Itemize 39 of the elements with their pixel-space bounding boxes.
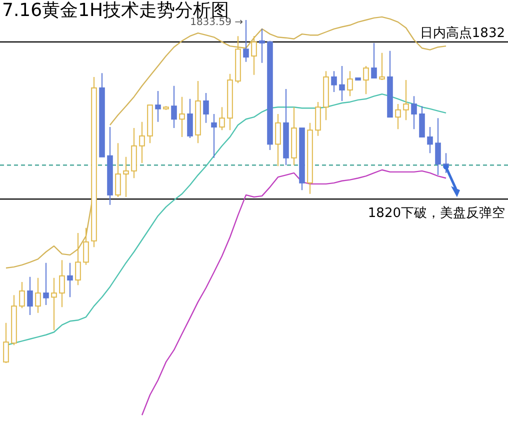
candlestick xyxy=(251,36,257,76)
candlestick xyxy=(67,262,73,298)
candlestick xyxy=(139,121,145,164)
candlestick xyxy=(75,232,81,286)
candlestick xyxy=(19,282,25,309)
candlestick xyxy=(435,118,441,176)
candlestick xyxy=(371,42,377,78)
candlestick xyxy=(59,260,65,308)
candlestick xyxy=(363,65,369,95)
candlestick xyxy=(83,227,89,266)
candlestick xyxy=(339,65,345,102)
candlestick xyxy=(403,80,409,121)
candlestick xyxy=(123,156,129,198)
ref-line-label: 日内高点1832 xyxy=(420,24,505,41)
candlestick xyxy=(411,96,417,130)
candlestick xyxy=(203,92,209,124)
candlestick xyxy=(419,106,425,138)
candlestick xyxy=(171,85,177,129)
candlestick xyxy=(3,322,9,364)
candlestick xyxy=(27,276,33,316)
candlestick xyxy=(51,277,57,331)
candlestick xyxy=(187,98,193,138)
candlestick xyxy=(395,104,401,130)
candlestick xyxy=(379,52,385,81)
candlestick xyxy=(179,96,185,138)
candlestick xyxy=(115,142,121,198)
candlestick xyxy=(347,70,353,97)
candlestick xyxy=(331,70,337,93)
candlestick xyxy=(219,106,225,131)
candlestick xyxy=(155,90,161,122)
candlestick xyxy=(275,113,281,167)
candlestick xyxy=(259,28,265,64)
ref-line-label: 1820下破，美盘反弹空 xyxy=(368,205,505,222)
candlestick xyxy=(427,126,433,154)
candlestick xyxy=(243,20,249,62)
candlestick xyxy=(315,101,321,136)
candlestick xyxy=(43,262,49,306)
candlestick xyxy=(211,113,217,158)
candlestick xyxy=(35,277,41,314)
